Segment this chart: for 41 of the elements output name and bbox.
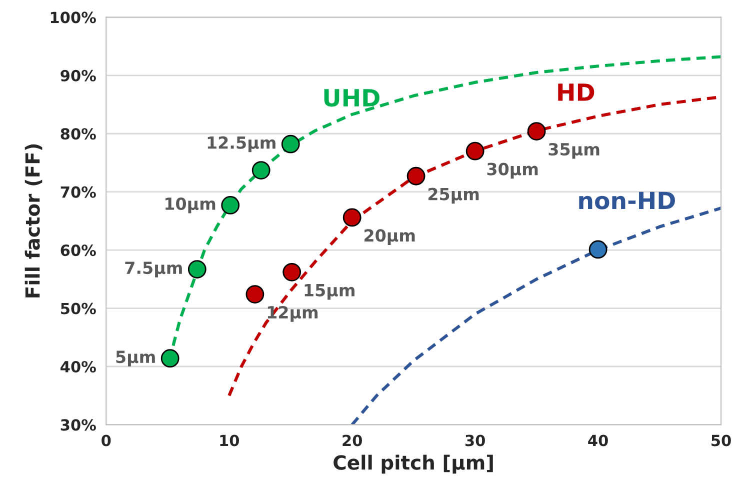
annotation: 15µm bbox=[304, 284, 354, 300]
point bbox=[188, 260, 206, 278]
point bbox=[466, 142, 484, 160]
annotation: 30µm bbox=[487, 162, 538, 179]
point bbox=[281, 134, 300, 154]
x-tick-label: 20 bbox=[342, 434, 362, 446]
annotation: 12.5µm bbox=[208, 136, 276, 152]
annotation: 10µm bbox=[166, 197, 216, 214]
point bbox=[160, 349, 180, 368]
point bbox=[252, 161, 270, 180]
x-axis-title: Cell pitch [µm] bbox=[334, 454, 493, 474]
x-tick-label: 50 bbox=[712, 434, 731, 446]
point bbox=[221, 196, 240, 214]
series-label: UHD bbox=[324, 89, 380, 107]
annotation: 25µm bbox=[428, 188, 479, 204]
annotation: 12µm bbox=[268, 306, 318, 322]
y-tick-label: 70% bbox=[60, 186, 96, 198]
x-tick-label: 30 bbox=[465, 434, 485, 446]
y-tick-label: 50% bbox=[61, 302, 96, 314]
y-tick-label: 100% bbox=[50, 12, 96, 24]
point bbox=[282, 262, 302, 282]
y-tick-label: 80% bbox=[60, 128, 96, 140]
y-tick-label: 40% bbox=[60, 360, 96, 373]
point bbox=[246, 285, 264, 304]
y-tick-label: 30% bbox=[60, 419, 96, 431]
point bbox=[527, 122, 546, 140]
x-tick-label: 40 bbox=[588, 434, 608, 446]
x-tick-label: 0 bbox=[102, 434, 111, 446]
series-label: HD bbox=[558, 84, 594, 101]
point bbox=[588, 240, 608, 259]
y-tick-label: 60% bbox=[60, 244, 96, 256]
x-tick-label: 10 bbox=[220, 434, 240, 446]
point bbox=[342, 208, 362, 227]
point bbox=[406, 166, 426, 186]
annotation: 35µm bbox=[548, 142, 600, 159]
series-label: non-HD bbox=[579, 192, 675, 210]
annotation: 5µm bbox=[116, 350, 155, 366]
annotation: 20µm bbox=[364, 229, 415, 245]
y-axis-title: Fill factor (FF) bbox=[24, 144, 42, 298]
annotation: 7.5µm bbox=[125, 262, 182, 278]
y-tick-label: 90% bbox=[60, 70, 96, 82]
